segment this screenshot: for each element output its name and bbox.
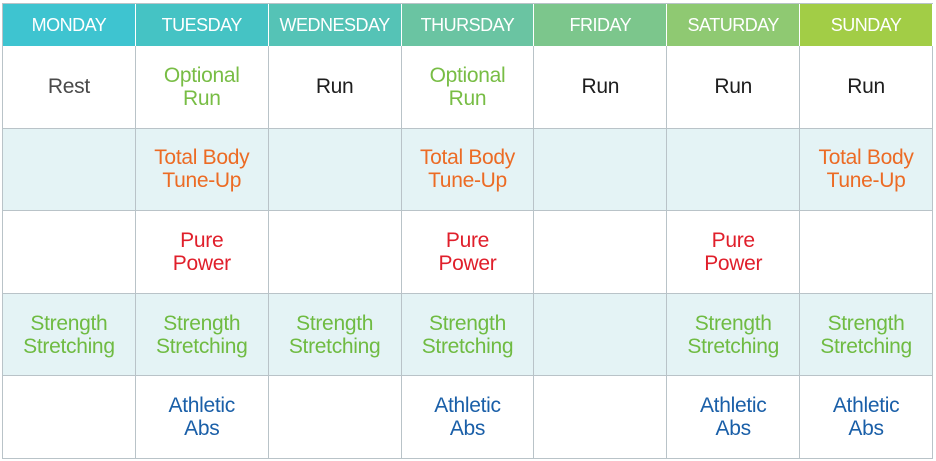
activity-label: Strength Stretching — [23, 311, 115, 358]
activity-label: Strength Stretching — [288, 311, 381, 358]
schedule-cell-sunday-row5: Athletic Abs — [800, 376, 933, 459]
schedule-cell-friday-row1: Run — [534, 46, 668, 129]
activity-label: Athletic Abs — [832, 394, 900, 441]
schedule-cell-wednesday-row3 — [268, 211, 402, 294]
header-monday: MONDAY — [3, 4, 136, 46]
activity-label: Strength Stretching — [687, 311, 779, 358]
activity-label: Athletic Abs — [168, 394, 236, 441]
activity-label: Total Body Tune-Up — [419, 146, 516, 193]
schedule-cell-saturday-row1: Run — [667, 46, 801, 129]
activity-label: Pure Power — [438, 228, 497, 275]
schedule-cell-thursday-row1: Optional Run — [401, 46, 535, 129]
schedule-cell-tuesday-row2: Total Body Tune-Up — [135, 128, 269, 212]
schedule-cell-monday-row4: Strength Stretching — [3, 293, 136, 377]
schedule-cell-sunday-row4: Strength Stretching — [800, 293, 933, 377]
activity-label: Total Body Tune-Up — [818, 146, 914, 193]
activity-label: Strength Stretching — [421, 311, 514, 358]
activity-label: Optional Run — [163, 63, 240, 110]
schedule-cell-wednesday-row1: Run — [268, 46, 402, 129]
schedule-cell-sunday-row2: Total Body Tune-Up — [800, 128, 933, 212]
schedule-cell-friday-row2 — [534, 128, 668, 212]
schedule-cell-tuesday-row1: Optional Run — [135, 46, 269, 129]
header-saturday: SATURDAY — [667, 4, 801, 46]
schedule-cell-thursday-row3: Pure Power — [401, 211, 535, 294]
activity-label: Athletic Abs — [434, 394, 501, 441]
activity-label: Pure Power — [172, 228, 231, 275]
schedule-cell-wednesday-row2 — [268, 128, 402, 212]
activity-label: Total Body Tune-Up — [154, 146, 250, 193]
activity-label: Strength Stretching — [155, 311, 248, 358]
header-wednesday: WEDNESDAY — [268, 4, 402, 46]
schedule-cell-monday-row1: Rest — [3, 46, 136, 129]
schedule-cell-monday-row2 — [3, 128, 136, 212]
schedule-cell-friday-row4 — [534, 293, 668, 377]
activity-label: Rest — [47, 75, 90, 99]
header-friday: FRIDAY — [534, 4, 668, 46]
activity-label: Strength Stretching — [820, 311, 912, 358]
schedule-cell-thursday-row5: Athletic Abs — [401, 376, 535, 459]
schedule-cell-sunday-row3 — [800, 211, 933, 294]
schedule-cell-monday-row3 — [3, 211, 136, 294]
schedule-cell-thursday-row4: Strength Stretching — [401, 293, 535, 377]
schedule-cell-tuesday-row3: Pure Power — [135, 211, 269, 294]
header-tuesday: TUESDAY — [135, 4, 269, 46]
weekly-schedule-table: MONDAY TUESDAY WEDNESDAY THURSDAY FRIDAY… — [2, 3, 933, 459]
schedule-cell-wednesday-row5 — [268, 376, 402, 459]
schedule-cell-thursday-row2: Total Body Tune-Up — [401, 128, 535, 212]
activity-label: Run — [714, 75, 753, 99]
activity-label: Run — [847, 75, 885, 99]
activity-label: Run — [581, 75, 620, 99]
activity-label: Run — [315, 75, 354, 99]
schedule-cell-tuesday-row4: Strength Stretching — [135, 293, 269, 377]
schedule-cell-saturday-row2 — [667, 128, 801, 212]
schedule-cell-monday-row5 — [3, 376, 136, 459]
activity-label: Optional Run — [429, 63, 506, 110]
schedule-cell-wednesday-row4: Strength Stretching — [268, 293, 402, 377]
header-thursday: THURSDAY — [401, 4, 535, 46]
schedule-cell-tuesday-row5: Athletic Abs — [135, 376, 269, 459]
activity-label: Pure Power — [704, 228, 763, 275]
header-sunday: SUNDAY — [800, 4, 933, 46]
activity-label: Athletic Abs — [699, 394, 767, 441]
schedule-cell-friday-row3 — [534, 211, 668, 294]
schedule-cell-sunday-row1: Run — [800, 46, 933, 129]
schedule-cell-friday-row5 — [534, 376, 668, 459]
schedule-cell-saturday-row5: Athletic Abs — [667, 376, 801, 459]
schedule-cell-saturday-row4: Strength Stretching — [667, 293, 801, 377]
schedule-cell-saturday-row3: Pure Power — [667, 211, 801, 294]
